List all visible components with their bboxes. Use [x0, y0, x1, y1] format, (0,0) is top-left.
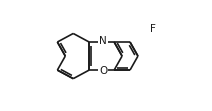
Text: O: O [99, 66, 107, 76]
Text: N: N [99, 36, 107, 46]
Text: F: F [150, 24, 156, 34]
